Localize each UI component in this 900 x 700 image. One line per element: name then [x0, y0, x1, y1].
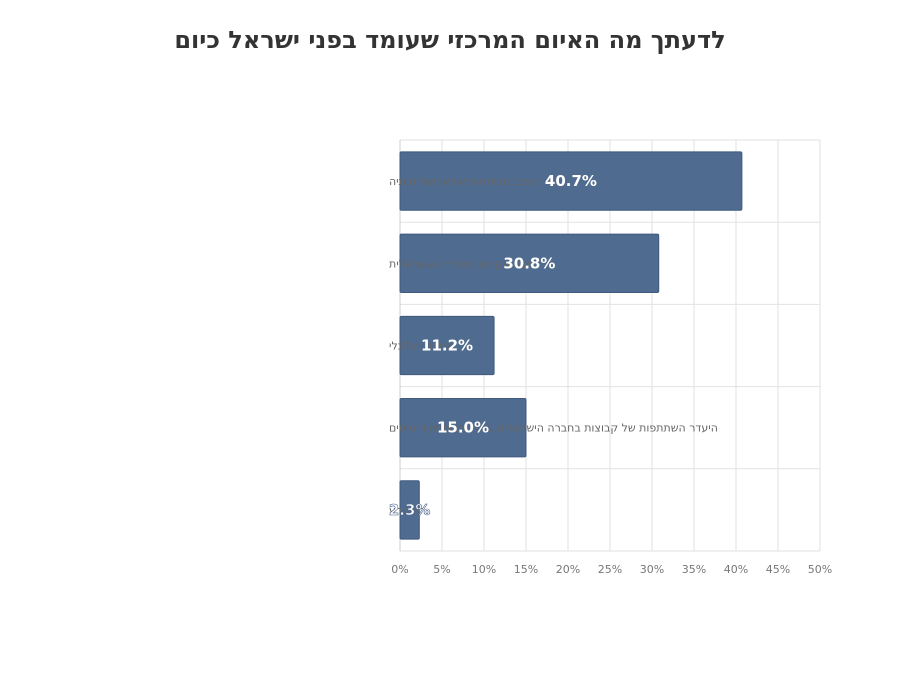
x-tick-label: 50% [808, 563, 832, 576]
x-tick-label: 0% [391, 563, 408, 576]
category-label: המצב הביטחוני איראן ושלוחותיה [389, 175, 541, 188]
x-tick-label: 35% [682, 563, 706, 576]
x-tick-label: 15% [514, 563, 538, 576]
bar [399, 480, 420, 540]
x-tick-label: 30% [640, 563, 664, 576]
x-tick-label: 10% [472, 563, 496, 576]
chart-title: לדעתך מה האיום המרכזי שעומד בפני ישראל כ… [174, 26, 726, 54]
x-tick-label: 40% [724, 563, 748, 576]
x-axis-ticks: 0% 5% 10% 15% 20% 25% 30% 35% 40% 45% 50% [391, 563, 832, 576]
data-labels: 40.7% 30.8% 11.2% 15.0% 2.3% [389, 172, 597, 519]
bar [399, 233, 660, 293]
x-tick-label: 25% [598, 563, 622, 576]
category-label: מצב הקיטוב בחברה הישראלית [389, 257, 534, 270]
data-label: 11.2% [421, 337, 473, 355]
bar [399, 151, 743, 211]
category-labels: המצב הביטחוני איראן ושלוחותיה מצב הקיטוב … [389, 175, 718, 517]
data-label: 15.0% [437, 419, 489, 437]
category-label: המצב הכלכלי [389, 340, 454, 353]
data-label: 30.8% [503, 254, 555, 272]
x-tick-label: 20% [556, 563, 580, 576]
data-label: 40.7% [545, 172, 597, 190]
data-label: 2.3% [389, 501, 431, 519]
bars [399, 151, 743, 540]
category-label: היעדר השתתפות של קבוצות בחברה הישראלית ב… [389, 422, 718, 435]
x-tick-label: 45% [766, 563, 790, 576]
category-label: לא יודע [389, 504, 424, 517]
x-tick-label: 5% [433, 563, 450, 576]
bar [399, 315, 495, 376]
bar [399, 398, 527, 458]
